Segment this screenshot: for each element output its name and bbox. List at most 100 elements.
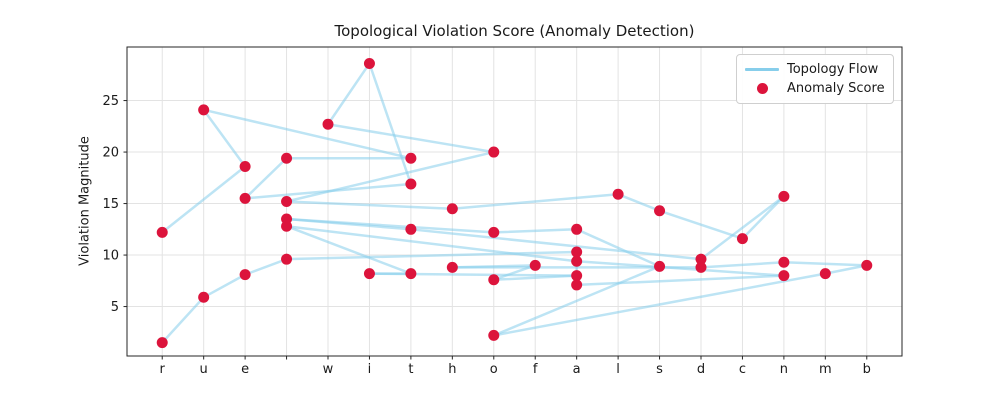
- anomaly-point: [156, 226, 168, 238]
- anomaly-point: [405, 178, 417, 190]
- topology-flow-line: [285, 224, 578, 263]
- topology-flow-line: [409, 228, 703, 261]
- topology-flow-line: [285, 150, 496, 203]
- topology-flow-line: [699, 261, 786, 269]
- anomaly-point: [363, 268, 375, 280]
- anomaly-point: [239, 269, 251, 281]
- anomaly-point: [571, 279, 583, 291]
- topology-flow-line: [451, 193, 620, 210]
- y-tick-label: 5: [111, 300, 119, 315]
- topology-flow-line: [243, 257, 288, 276]
- anomaly-point: [405, 268, 417, 280]
- chart-title: Topological Violation Score (Anomaly Det…: [334, 22, 695, 40]
- x-tick-label: m: [819, 362, 832, 377]
- x-tick-label: n: [780, 362, 788, 377]
- anomaly-point: [488, 329, 500, 341]
- x-tick-label: d: [697, 362, 705, 377]
- topology-flow-line: [575, 259, 786, 277]
- anomaly-point: [239, 192, 251, 204]
- anomaly-point: [198, 104, 210, 116]
- topology-flow-line: [575, 274, 786, 287]
- topology-flow-line: [326, 123, 496, 154]
- legend-label: Topology Flow: [787, 62, 879, 77]
- topology-flow-line: [451, 264, 537, 269]
- anomaly-point: [861, 259, 873, 271]
- x-tick-label: s: [656, 362, 663, 377]
- anomaly-point: [695, 261, 707, 273]
- anomaly-point: [363, 57, 375, 69]
- x-tick-label: b: [863, 362, 871, 377]
- topology-flow-line: [160, 296, 205, 344]
- anomaly-point: [488, 226, 500, 238]
- topology-flow-line: [492, 272, 827, 337]
- anomaly-point: [654, 205, 666, 217]
- topology-flow-line: [741, 195, 786, 240]
- topology-flow-line: [202, 273, 247, 299]
- topology-flow-line: [285, 200, 454, 210]
- legend: Topology Flow Anomaly Score: [736, 54, 894, 104]
- x-tick-label: l: [616, 362, 620, 377]
- x-tick-label: h: [448, 362, 456, 377]
- topology-flow-line: [492, 264, 537, 282]
- topology-flow-line: [285, 217, 496, 234]
- anomaly-point: [281, 196, 293, 207]
- anomaly-point: [156, 337, 168, 349]
- anomaly-point: [405, 223, 417, 235]
- anomaly-point: [819, 268, 831, 280]
- axes-frame: [126, 46, 903, 357]
- anomaly-point: [695, 253, 707, 265]
- anomaly-point: [571, 246, 583, 258]
- anomaly-point: [571, 255, 583, 267]
- anomaly-point: [446, 261, 458, 273]
- y-tick-label: 20: [102, 146, 119, 161]
- anomaly-point: [281, 152, 293, 164]
- x-tick-label: u: [200, 362, 208, 377]
- anomaly-point: [778, 270, 790, 282]
- x-tick-label: e: [241, 362, 249, 377]
- topology-flow-line: [699, 195, 786, 261]
- anomaly-point: [529, 259, 541, 271]
- topology-flow-line: [492, 265, 661, 337]
- topology-flow-line: [658, 209, 744, 240]
- topology-flow-line: [616, 193, 661, 213]
- x-tick-label: f: [533, 362, 538, 377]
- anomaly-point: [446, 203, 458, 215]
- anomaly-point: [571, 270, 583, 282]
- topology-flow-line: [326, 62, 371, 126]
- topology-flow-line: [243, 156, 288, 200]
- topology-flow-line: [368, 62, 413, 186]
- x-tick-label: o: [490, 362, 498, 377]
- y-tick-label: 10: [102, 249, 119, 264]
- topology-flow-line: [285, 250, 578, 261]
- legend-label: Anomaly Score: [787, 81, 885, 96]
- topology-flow-line-icon: [745, 68, 779, 71]
- x-tick-label: a: [573, 362, 581, 377]
- anomaly-point: [405, 152, 417, 164]
- topology-flow-line: [575, 228, 661, 268]
- x-tick-label: w: [323, 362, 334, 377]
- x-tick-label: t: [408, 362, 413, 377]
- anomaly-point: [198, 291, 210, 303]
- anomaly-point: [612, 188, 624, 200]
- anomaly-point: [488, 146, 500, 158]
- anomaly-point: [654, 260, 666, 272]
- anomaly-point: [778, 190, 790, 202]
- anomaly-point: [239, 160, 251, 172]
- x-tick-label: i: [368, 362, 372, 377]
- topology-flow-line: [202, 108, 413, 160]
- topology-flow-line: [160, 165, 247, 234]
- legend-entry-anomaly-score: Anomaly Score: [745, 79, 885, 98]
- anomaly-point: [322, 118, 334, 130]
- topology-flow-line: [824, 264, 869, 275]
- topology-flow-line: [492, 228, 578, 234]
- anomaly-point: [736, 233, 748, 245]
- anomaly-point: [281, 253, 293, 265]
- y-tick-label: 15: [102, 197, 119, 212]
- topology-flow-line: [202, 108, 247, 168]
- anomaly-point: [488, 274, 500, 286]
- legend-entry-topology-flow: Topology Flow: [745, 60, 885, 79]
- anomaly-point: [281, 220, 293, 232]
- anomaly-point: [778, 256, 790, 268]
- anomaly-score-dot-icon: [745, 83, 779, 94]
